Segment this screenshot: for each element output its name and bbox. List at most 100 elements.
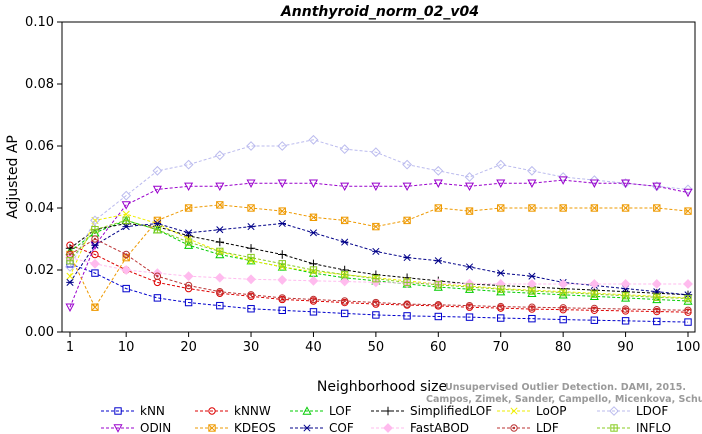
data-point-fastabod xyxy=(589,279,600,289)
data-point-kdeos xyxy=(528,204,536,212)
data-point-ldf xyxy=(465,301,474,310)
data-point-kdeos xyxy=(465,207,474,215)
data-point-kdeos xyxy=(247,204,255,212)
data-point-knn xyxy=(684,318,692,326)
legend-label: SimplifiedLOF xyxy=(410,404,492,418)
legend-marker-ldof xyxy=(609,406,619,416)
data-point-odin xyxy=(433,179,443,188)
legend-item-knnw: kNNW xyxy=(195,404,271,418)
legend-item-ldof: LDOF xyxy=(597,404,668,418)
legend-label: COF xyxy=(329,421,354,434)
data-point-lof xyxy=(464,284,475,293)
data-point-knn xyxy=(559,315,567,324)
data-point-odin xyxy=(184,182,194,192)
data-point-fastabod xyxy=(183,271,194,282)
legend-item-inflo: INFLO xyxy=(597,421,671,434)
y-tick-label: 0.02 xyxy=(25,263,54,278)
legend-item-cof: COF xyxy=(290,421,354,434)
data-point-inflo xyxy=(153,226,162,234)
data-point-cof xyxy=(247,223,255,231)
data-point-fastabod xyxy=(620,279,631,289)
data-point-knnw xyxy=(684,308,692,316)
y-tick-label: 0.06 xyxy=(25,139,54,154)
data-point-fastabod xyxy=(90,258,100,269)
data-point-lof xyxy=(683,296,693,305)
data-point-ldf xyxy=(309,295,318,304)
data-point-cof xyxy=(216,226,224,234)
data-point-ldof xyxy=(402,159,412,170)
data-point-fastabod xyxy=(683,279,693,289)
data-point-ldof xyxy=(121,190,132,201)
data-point-knn xyxy=(309,308,318,316)
data-point-lof xyxy=(527,288,537,297)
series-ldof xyxy=(65,134,693,272)
legend-marker-loop xyxy=(510,407,518,415)
data-point-odin xyxy=(308,179,318,188)
data-point-odin xyxy=(215,182,225,192)
series-odin xyxy=(65,176,693,312)
legend-label: kNN xyxy=(140,404,165,418)
series-kdeos xyxy=(66,201,692,311)
legend-item-ldf: LDF xyxy=(497,421,559,434)
data-point-fastabod xyxy=(214,272,225,283)
data-point-ldf xyxy=(91,235,99,243)
data-point-cof xyxy=(91,241,99,249)
data-point-ldof xyxy=(308,134,319,145)
data-point-ldf xyxy=(216,288,224,296)
data-point-inflo xyxy=(559,288,567,297)
data-point-lof xyxy=(433,282,443,291)
data-point-kdeos xyxy=(340,216,349,225)
data-point-inflo xyxy=(653,293,661,301)
data-point-odin xyxy=(371,182,381,192)
legend-marker-inflo xyxy=(610,424,618,432)
data-point-kdeos xyxy=(91,303,99,311)
legend-label: FastABOD xyxy=(410,421,469,434)
data-point-cof xyxy=(184,229,193,237)
data-point-odin xyxy=(277,179,287,188)
data-point-odin xyxy=(589,179,599,188)
data-point-ldof xyxy=(90,215,100,226)
data-point-knn xyxy=(216,301,224,310)
data-point-inflo xyxy=(434,281,443,289)
data-point-lof xyxy=(621,293,631,302)
data-point-knn xyxy=(465,313,474,321)
data-point-ldof xyxy=(214,150,225,161)
legend-item-odin: ODIN xyxy=(101,421,171,434)
data-point-odin xyxy=(621,179,631,188)
data-point-fastabod xyxy=(558,279,569,289)
data-point-ldof xyxy=(277,141,288,151)
x-tick-label: 100 xyxy=(676,340,701,355)
legend-label: LOF xyxy=(329,404,352,418)
data-point-ldof xyxy=(370,147,381,158)
data-point-simplifiedlof xyxy=(215,237,225,247)
data-point-knn xyxy=(403,312,411,320)
data-point-kdeos xyxy=(684,207,692,215)
data-point-kdeos xyxy=(653,204,661,212)
data-point-cof xyxy=(153,219,162,228)
data-point-kdeos xyxy=(216,201,224,209)
data-point-inflo xyxy=(403,278,411,287)
data-point-odin xyxy=(464,182,475,192)
data-point-knn xyxy=(340,309,349,318)
data-point-ldf xyxy=(247,291,255,299)
legend-item-knn: kNN xyxy=(101,404,165,418)
data-point-ldf xyxy=(153,272,162,280)
data-point-knn xyxy=(590,316,599,324)
legend-label: LDF xyxy=(536,421,559,434)
data-point-ldf xyxy=(497,302,505,311)
x-tick-label: 90 xyxy=(617,340,634,355)
data-point-kdeos xyxy=(559,204,567,212)
data-point-kdeos xyxy=(278,207,286,215)
data-point-cof xyxy=(278,219,286,228)
data-point-ldf xyxy=(653,305,661,314)
data-point-inflo xyxy=(465,283,474,291)
plot-frame xyxy=(61,21,696,333)
data-point-odin xyxy=(121,201,131,210)
data-point-knn xyxy=(184,298,193,307)
data-point-kdeos xyxy=(184,204,193,212)
series-line-odin xyxy=(69,179,689,308)
data-point-odin xyxy=(65,303,75,312)
data-point-cof xyxy=(66,278,74,286)
legend-item-fastabod: FastABOD xyxy=(371,421,469,434)
